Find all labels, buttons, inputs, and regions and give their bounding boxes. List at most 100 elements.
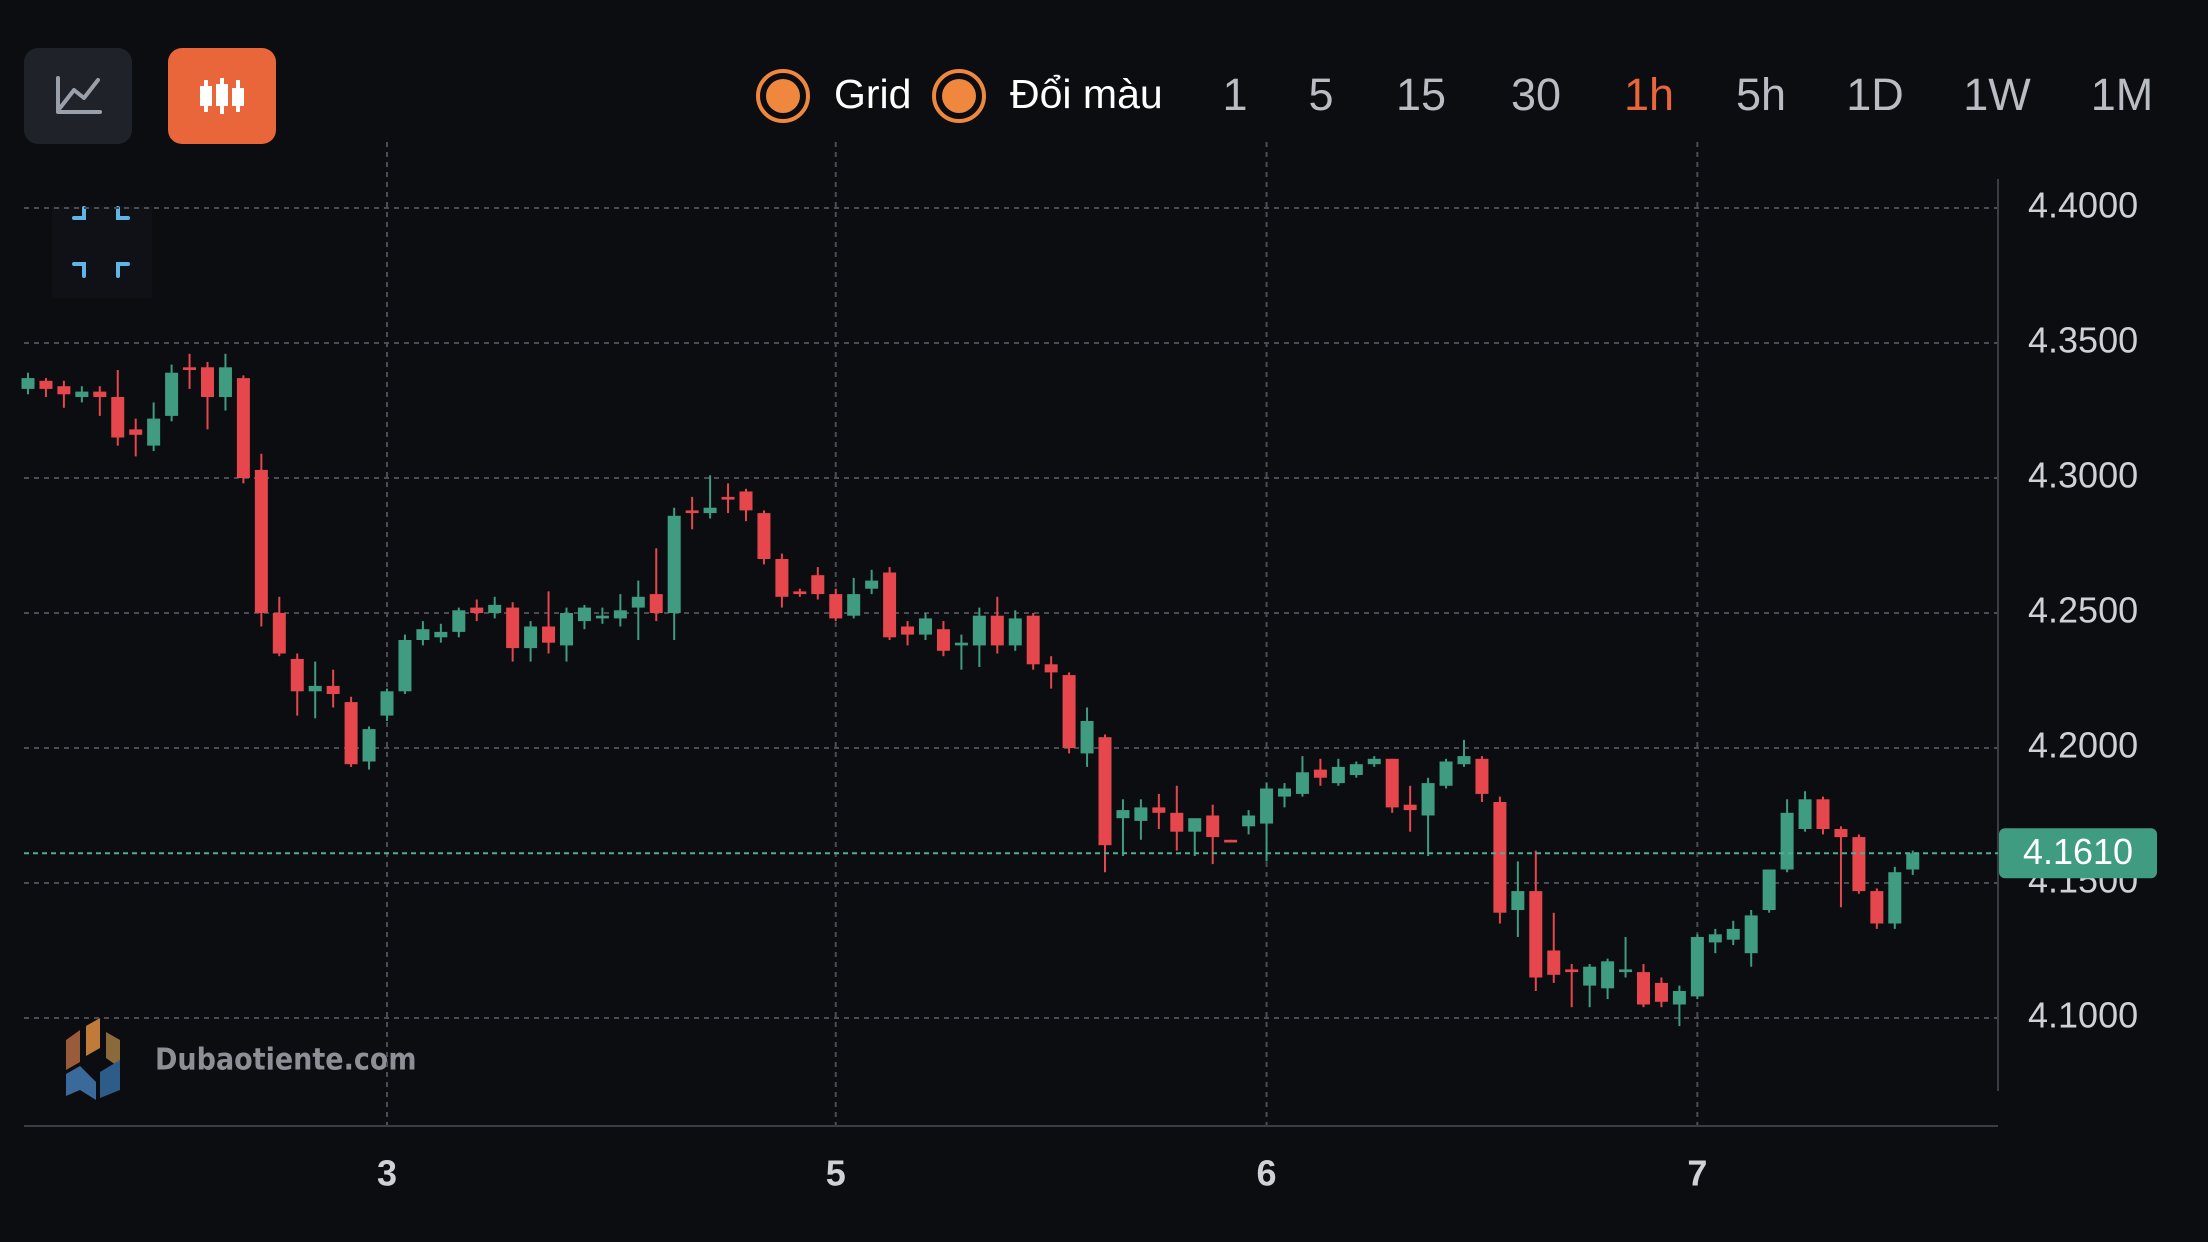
candle-body [1762,869,1776,910]
y-tick-label: 4.3500 [2028,320,2138,361]
candle-body [1152,807,1166,813]
candle-body [560,613,573,646]
y-tick-label: 4.3000 [2028,455,2138,496]
toggle-dot [766,79,800,113]
candle-body [739,491,753,511]
candle-body [344,702,358,765]
candle-body [1547,950,1561,975]
candle-body [1260,788,1274,824]
y-tick-label: 4.2000 [2028,725,2138,766]
candle-body [1888,872,1902,924]
candle-body [972,615,986,646]
candle-body [1493,802,1507,913]
x-tick-label: 5 [826,1153,846,1194]
candle-body [1565,969,1579,973]
candle-body [954,642,968,646]
candle-body [811,575,825,595]
candle-body [1654,982,1668,1002]
button-bg[interactable] [24,48,132,144]
candle-body [936,629,950,651]
candle-body [1349,764,1363,775]
candle-body [380,691,394,716]
candle-body [613,610,627,619]
candle-body [793,591,807,595]
candle-body [1744,915,1758,954]
candle-body [165,372,179,416]
candle-body [721,496,735,500]
candle-body [631,596,645,608]
candle-body [1242,815,1256,827]
candle-body [847,594,861,616]
candle-icon [200,78,244,114]
candle-body [1852,837,1866,892]
candle-body [1601,961,1615,989]
candle-body [829,594,843,619]
toggle-radio[interactable] [932,69,986,123]
interval-button[interactable]: 1M [2091,69,2154,120]
candle-body [649,594,663,613]
candle-body [416,629,430,640]
x-tick-label: 7 [1687,1153,1707,1194]
candle-body [1529,891,1543,978]
candle-body [542,626,556,643]
x-tick-label: 3 [377,1153,397,1194]
candle-body [398,640,412,692]
toggle-label[interactable]: Grid [834,71,911,117]
interval-button[interactable]: 1h [1624,69,1674,120]
candle-body [1798,799,1812,829]
candle-body [1475,758,1489,794]
candle-body [452,610,466,632]
candle-body [1224,839,1238,843]
collapse-icon[interactable] [52,206,152,298]
candle-body [685,510,699,514]
last-price-badge [1999,828,2157,879]
candle-body [75,391,89,397]
candle-body [290,658,304,692]
candle-body [1044,664,1058,673]
interval-button[interactable]: 5 [1308,69,1333,120]
candle-body [1619,969,1633,973]
toggle-label[interactable]: Đổi màu [1010,71,1163,117]
candle-body [129,429,143,435]
x-tick-label: 6 [1257,1153,1277,1194]
candle-body [1295,772,1309,794]
toggle-dot [942,79,976,113]
candle-body [470,607,484,613]
candle-body [362,729,376,762]
candle-body [667,515,681,613]
candle-body [1421,783,1435,816]
watermark-logo [66,1018,120,1100]
candle-body [57,386,71,395]
candle-body [775,559,789,597]
toggle-radio[interactable] [756,69,810,123]
candle-body [1134,807,1148,821]
candle-body [308,685,322,692]
candle-body [1170,812,1184,832]
candle-body [1080,721,1094,754]
candle-body [183,367,197,370]
last-price-label: 4.1610 [2023,831,2133,872]
candle-body [1008,618,1022,646]
interval-button[interactable]: 30 [1511,69,1561,120]
interval-button[interactable]: 5h [1736,69,1786,120]
candle-body [434,631,448,638]
interval-button[interactable]: 15 [1396,69,1446,120]
interval-button[interactable]: 1W [1963,69,2031,120]
candle-body [1457,756,1471,765]
candle-body [577,607,591,622]
candle-mode-button[interactable] [168,48,276,144]
candle-body [595,615,609,619]
candle-body [326,685,340,694]
candle-body [901,626,915,635]
candle-body [1672,991,1686,1005]
line-mode-button[interactable] [24,48,132,144]
candle-body [1816,799,1830,829]
candle-body [1062,675,1076,748]
candle-body [1385,758,1399,808]
interval-button[interactable]: 1D [1846,69,1904,120]
candle-body [1331,766,1345,784]
candle-body [1637,972,1650,1005]
candle-body [93,391,107,397]
interval-button[interactable]: 1 [1222,69,1247,120]
